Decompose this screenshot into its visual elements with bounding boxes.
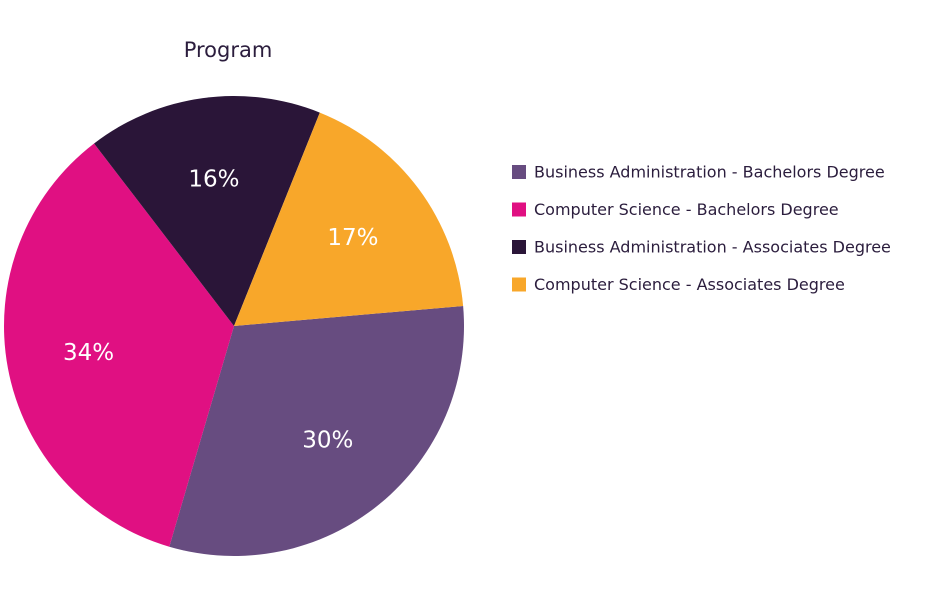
legend-label-business-administration-associates-degree: Business Administration - Associates Deg…: [534, 238, 891, 257]
pie-slice-business-administration-associates-degree: [94, 96, 320, 326]
legend-swatch-business-administration-associates-degree: [512, 240, 526, 254]
pie-slice-business-administration-bachelors-degree: [169, 305, 465, 556]
pie-slices: [4, 96, 465, 556]
legend-label-computer-science-associates-degree: Computer Science - Associates Degree: [534, 275, 845, 294]
pie-slice-labels: 30% 34% 16% 17%: [63, 166, 379, 453]
legend: Business Administration - Bachelors Degr…: [512, 163, 891, 294]
slice-label-business-administration-associates-degree: 16%: [188, 166, 239, 192]
slice-label-computer-science-associates-degree: 17%: [327, 225, 378, 251]
chart-title: Program: [184, 38, 273, 62]
slice-label-business-administration-bachelors-degree: 30%: [302, 427, 353, 453]
legend-swatch-business-administration-bachelors-degree: [512, 165, 526, 179]
pie-slice-computer-science-bachelors-degree: [4, 143, 234, 547]
slice-label-computer-science-bachelors-degree: 34%: [63, 340, 114, 366]
legend-label-business-administration-bachelors-degree: Business Administration - Bachelors Degr…: [534, 163, 885, 182]
legend-swatch-computer-science-bachelors-degree: [512, 202, 526, 217]
legend-label-computer-science-bachelors-degree: Computer Science - Bachelors Degree: [534, 200, 839, 219]
legend-swatch-computer-science-associates-degree: [512, 277, 526, 292]
pie-slice-computer-science-associates-degree: [234, 112, 464, 327]
